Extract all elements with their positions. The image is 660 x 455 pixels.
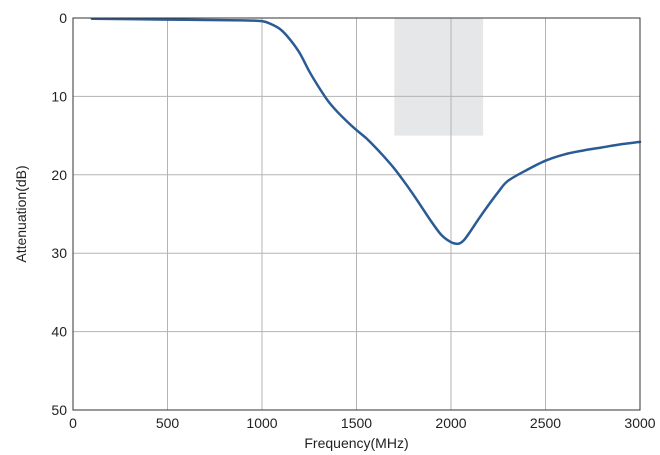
x-tick-label: 3000 xyxy=(624,415,655,431)
highlight-band-layer xyxy=(394,18,484,136)
highlight-band xyxy=(394,18,484,136)
x-tick-label: 2000 xyxy=(435,415,466,431)
y-tick-label: 10 xyxy=(51,88,67,104)
x-tick-label: 1000 xyxy=(246,415,277,431)
attenuation-series-line xyxy=(90,17,642,246)
y-tick-label: 30 xyxy=(51,245,67,261)
y-tick-label: 50 xyxy=(51,402,67,418)
x-tick-label: 500 xyxy=(156,415,180,431)
y-tick-label: 40 xyxy=(51,324,67,340)
grid-layer xyxy=(73,18,640,410)
plot-frame xyxy=(72,17,641,411)
y-axis-label: Attenuation(dB) xyxy=(13,165,29,262)
x-axis-label: Frequency(MHz) xyxy=(304,435,408,451)
x-tick-label: 2500 xyxy=(530,415,561,431)
x-tick-label: 0 xyxy=(69,415,77,431)
x-tick-labels: 0 500 1000 1500 2000 2500 3000 xyxy=(69,415,656,431)
y-tick-label: 0 xyxy=(59,10,67,26)
y-tick-labels: 0 10 20 30 40 50 xyxy=(51,10,67,418)
series-layer xyxy=(90,17,642,246)
y-tick-label: 20 xyxy=(51,167,67,183)
x-tick-label: 1500 xyxy=(341,415,372,431)
